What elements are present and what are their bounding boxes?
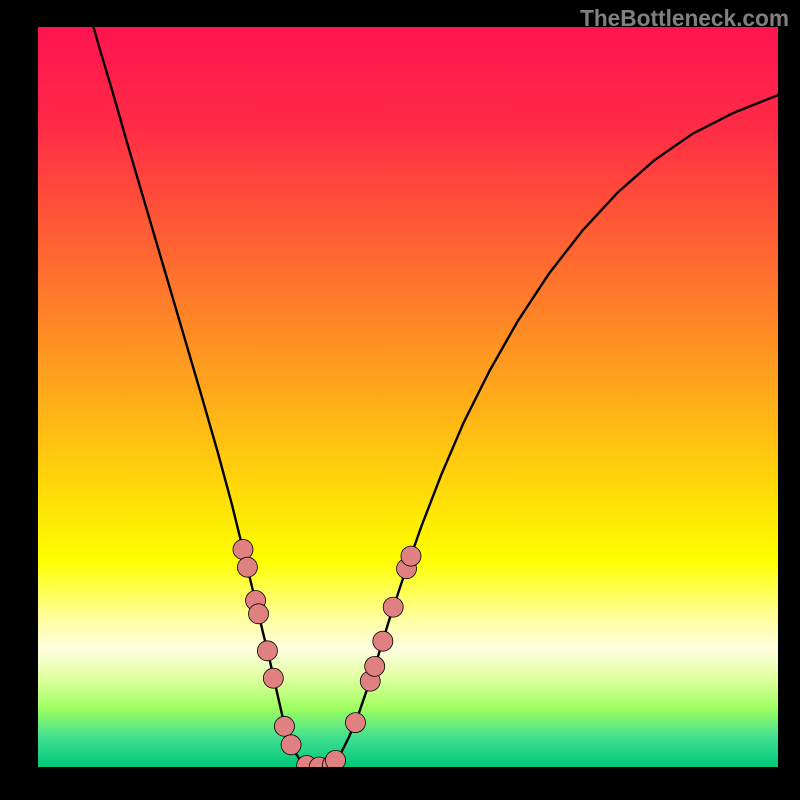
data-marker [325,750,345,767]
data-marker [365,656,385,676]
data-marker [373,631,393,651]
watermark-text: TheBottleneck.com [580,5,789,32]
data-marker [281,735,301,755]
data-marker [237,557,257,577]
chart-plot-area [38,27,778,767]
data-marker [257,641,277,661]
data-marker [383,597,403,617]
gradient-background [38,27,778,767]
data-marker [263,668,283,688]
data-marker [233,539,253,559]
data-marker [345,713,365,733]
chart-svg [38,27,778,767]
data-marker [274,716,294,736]
data-marker [249,604,269,624]
data-marker [401,546,421,566]
